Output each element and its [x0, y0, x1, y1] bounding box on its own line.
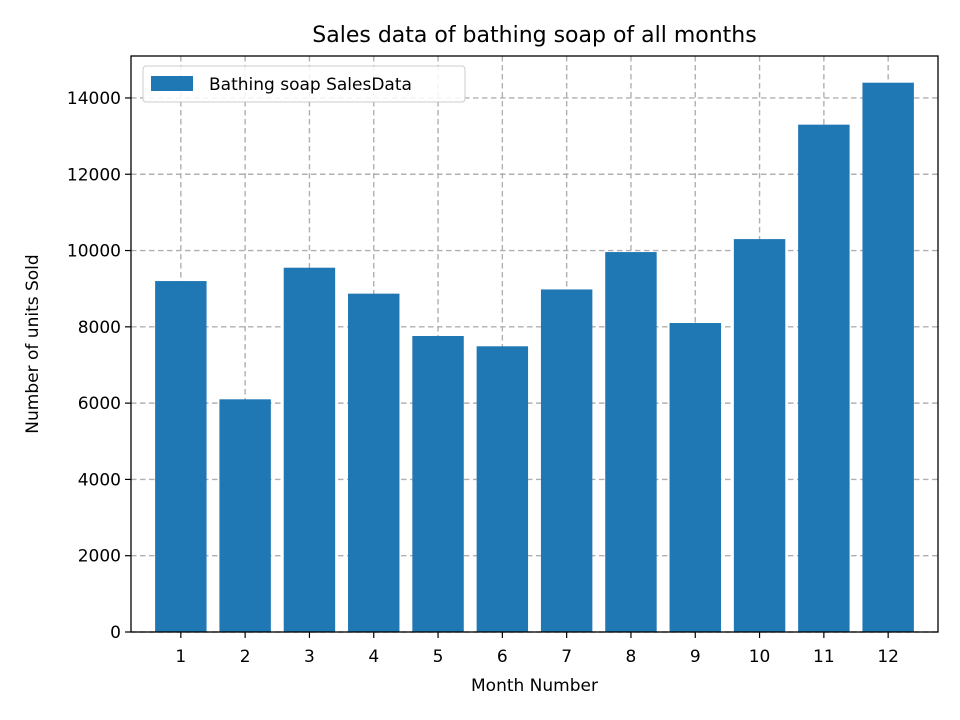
- x-tick-label: 2: [240, 647, 251, 667]
- y-axis-label: Number of units Sold: [23, 254, 43, 433]
- x-tick-label: 11: [813, 647, 835, 667]
- bar-month-7: [540, 289, 593, 632]
- bar-month-1: [155, 281, 207, 632]
- x-tick-label: 4: [368, 647, 379, 667]
- x-tick-label: 7: [561, 647, 572, 667]
- y-tick-label: 10000: [67, 242, 121, 262]
- x-tick-label: 5: [433, 647, 444, 667]
- y-tick-label: 4000: [78, 470, 121, 490]
- x-tick-label: 10: [749, 647, 771, 667]
- bar-month-10: [733, 239, 786, 632]
- bar-month-9: [669, 323, 721, 632]
- x-axis-label: Month Number: [471, 676, 598, 696]
- x-tick-label: 12: [877, 647, 899, 667]
- bars: [155, 82, 914, 633]
- x-tick-label: 9: [690, 647, 701, 667]
- y-tick-label: 12000: [67, 165, 121, 185]
- y-axis-ticks: 0 2000 4000 6000 8000 10000 12000 14000: [67, 89, 131, 643]
- legend-box: [142, 65, 466, 103]
- y-tick-label: 8000: [78, 318, 121, 338]
- y-tick-label: 6000: [78, 394, 121, 414]
- bar-month-4: [348, 293, 400, 632]
- legend-label: Bathing soap SalesData: [209, 75, 412, 95]
- x-tick-label: 8: [626, 647, 637, 667]
- bar-month-5: [412, 335, 464, 632]
- y-tick-label: 14000: [67, 89, 121, 109]
- plot-frame: [130, 55, 939, 633]
- x-tick-label: 6: [497, 647, 508, 667]
- chart-title: Sales data of bathing soap of all months: [312, 23, 756, 48]
- legend: Bathing soap SalesData: [142, 65, 466, 103]
- bar-month-8: [605, 252, 657, 632]
- bar-month-12: [862, 82, 914, 633]
- bar-month-3: [283, 267, 336, 632]
- legend-swatch: [151, 76, 193, 91]
- x-tick-label: 3: [304, 647, 315, 667]
- x-tick-label: 1: [175, 647, 186, 667]
- bar-month-2: [219, 399, 271, 632]
- y-tick-label: 0: [110, 623, 121, 643]
- y-tick-label: 2000: [78, 547, 121, 567]
- bar-month-6: [476, 346, 529, 632]
- x-axis-ticks: 1 2 3 4 5 6 7 8 9 10 11 12: [175, 632, 899, 667]
- bar-month-11: [798, 124, 850, 632]
